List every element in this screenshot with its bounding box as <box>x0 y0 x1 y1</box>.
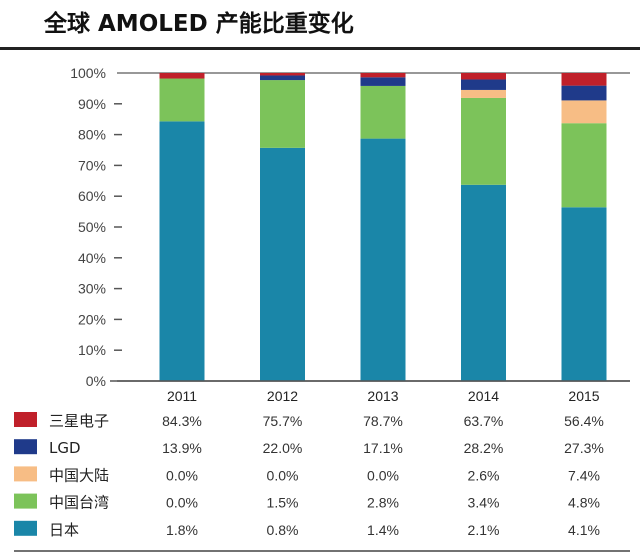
table-cell: 27.3% <box>564 440 604 456</box>
y-tick-label: 80% <box>78 127 106 143</box>
legend-label: LGD <box>49 439 81 457</box>
table-cell: 0.0% <box>166 467 198 483</box>
x-tick-label: 2014 <box>468 388 499 404</box>
bar-segment <box>561 207 607 381</box>
bar-segment <box>260 73 305 76</box>
y-tick-label: 0% <box>86 373 106 389</box>
y-tick-label: 10% <box>78 342 106 358</box>
bar-segment <box>159 73 205 79</box>
legend-label: 日本 <box>49 521 79 539</box>
bar-segment <box>360 85 406 139</box>
bar-segment <box>561 100 607 124</box>
y-tick-label: 60% <box>78 188 106 204</box>
bar-segment <box>360 73 406 78</box>
title-divider <box>0 47 640 50</box>
x-tick-label: 2011 <box>167 388 197 404</box>
table-cell: 0.8% <box>267 522 299 538</box>
bar-segment <box>561 123 607 208</box>
table-cell: 13.9% <box>162 440 202 456</box>
legend-label: 中国台湾 <box>49 494 109 512</box>
table-cell: 4.1% <box>568 522 600 538</box>
bar-segment <box>461 89 506 98</box>
bar-segment <box>159 121 205 381</box>
table-cell: 2.8% <box>367 495 399 511</box>
table-cell: 1.8% <box>166 522 198 538</box>
table-cell: 1.4% <box>367 522 399 538</box>
bar-segment <box>159 78 205 122</box>
bar-segment <box>561 85 607 101</box>
legend-swatch <box>14 466 37 482</box>
y-tick-label: 40% <box>78 250 106 266</box>
table-cell: 56.4% <box>564 413 604 429</box>
y-tick-label: 30% <box>78 281 106 297</box>
legend-swatch <box>14 520 37 536</box>
legend-swatch <box>14 412 37 427</box>
table-cell: 28.2% <box>464 440 504 456</box>
table-cell: 3.4% <box>468 495 500 511</box>
bar-segment <box>461 79 506 90</box>
bar-segment <box>461 73 506 80</box>
bar-segment <box>461 184 506 381</box>
y-tick-label: 100% <box>70 65 106 81</box>
y-tick-label: 70% <box>78 157 106 173</box>
table-cell: 1.5% <box>267 495 299 511</box>
table-cell: 2.6% <box>468 467 500 483</box>
y-tick-label: 20% <box>78 311 106 327</box>
table-cell: 84.3% <box>162 413 202 429</box>
table-cell: 0.0% <box>367 467 399 483</box>
chart-title: 全球 AMOLED 产能比重变化 <box>44 11 354 37</box>
table-cell: 22.0% <box>263 440 303 456</box>
y-tick-label: 50% <box>78 219 106 235</box>
bar-segment <box>561 73 607 86</box>
table-cell: 4.8% <box>568 495 600 511</box>
table-cell: 78.7% <box>363 413 403 429</box>
bar-segment <box>360 77 406 86</box>
table-cell: 17.1% <box>363 440 403 456</box>
bar-segment <box>260 75 305 81</box>
legend-label: 中国大陆 <box>49 466 109 484</box>
bar-segment <box>260 147 305 381</box>
x-tick-label: 2013 <box>367 388 398 404</box>
bar-segment <box>260 80 305 148</box>
y-tick-label: 90% <box>78 96 106 112</box>
x-tick-label: 2012 <box>267 388 298 404</box>
bar-segment <box>461 97 506 185</box>
table-cell: 7.4% <box>568 467 600 483</box>
legend-swatch <box>14 439 37 455</box>
x-tick-label: 2015 <box>568 388 599 404</box>
table-cell: 2.1% <box>468 522 500 538</box>
legend-label: 三星电子 <box>49 412 109 430</box>
legend-swatch <box>14 493 37 509</box>
table-cell: 63.7% <box>464 413 504 429</box>
table-cell: 75.7% <box>263 413 303 429</box>
bar-segment <box>360 138 406 381</box>
table-cell: 0.0% <box>166 495 198 511</box>
table-cell: 0.0% <box>267 467 299 483</box>
